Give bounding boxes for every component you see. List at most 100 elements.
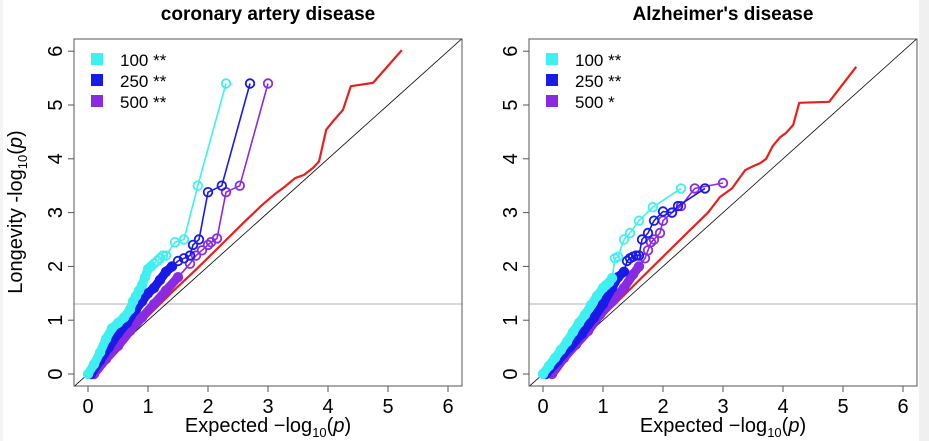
x-axis-label-subscript: 10: [767, 425, 781, 440]
series-500-point: [234, 180, 246, 191]
x-axis-label-open: (: [327, 415, 334, 437]
series-500-point: [262, 78, 274, 89]
y-tick-label: 5: [45, 99, 67, 110]
series-250-point: [642, 227, 654, 239]
legend-swatch-100: [91, 53, 103, 65]
y-axis-label-p: (: [5, 148, 27, 155]
series-250-point: [154, 274, 166, 286]
legend: 100 ** 250 ** 500 *: [546, 51, 622, 112]
series-100-point: [618, 234, 630, 245]
legend-label-250: 250 **: [575, 72, 622, 91]
x-axis-label-subscript: 10: [312, 425, 326, 440]
series-100-point: [106, 323, 118, 334]
series-500-point: [160, 285, 172, 296]
series-250-point: [202, 186, 214, 198]
x-tick-label: 2: [202, 396, 213, 418]
series-100-point: [145, 261, 157, 272]
y-axis-label-subscript: 10: [15, 155, 30, 169]
series-500-point: [633, 261, 645, 272]
x-tick-label: 0: [82, 396, 93, 418]
series-250-point: [618, 266, 630, 278]
series-250-point: [636, 234, 648, 245]
x-tick-label: 6: [442, 396, 453, 418]
right-scrollbar-strip: [919, 0, 929, 441]
x-axis-label-text: Expected −log: [185, 415, 312, 437]
series-250-point: [187, 239, 199, 251]
series-100-point: [597, 282, 609, 294]
x-axis-label-close: ): [344, 415, 351, 437]
series-100-point: [555, 344, 567, 356]
series-500-point: [675, 200, 687, 212]
y-tick-label: 3: [45, 207, 67, 218]
series-100-point: [573, 317, 585, 329]
y-axis-label: Longevity -log10(p): [5, 130, 30, 293]
series-250: [85, 78, 256, 380]
series-250-point: [172, 255, 184, 267]
series-500-point: [645, 236, 657, 248]
panel-coronary-artery-disease: coronary artery disease Longevity -log10…: [5, 4, 463, 440]
left-margin-strip: [0, 0, 3, 441]
series-100-point: [178, 234, 190, 245]
series-100-point: [561, 336, 573, 347]
series-250-point: [166, 261, 178, 272]
series-100-point: [591, 290, 603, 302]
series-500-point: [618, 282, 630, 294]
series-250-point: [648, 215, 660, 226]
x-axis-label-p-var: p: [332, 415, 344, 437]
panel-alzheimers-disease: Alzheimer's disease Expected −log10(p) 0…: [500, 4, 918, 440]
x-tick-label: 3: [717, 396, 728, 418]
series-500-point: [717, 177, 729, 189]
series-250-point: [597, 298, 609, 310]
legend-swatch-500: [546, 95, 558, 107]
series-100-point: [157, 250, 169, 261]
legend-label-500: 500 **: [120, 93, 167, 112]
x-tick-label: 4: [777, 396, 788, 418]
legend: 100 ** 250 ** 500 **: [91, 51, 167, 112]
series-100-point: [94, 347, 106, 358]
series-500-point: [648, 234, 660, 245]
y-tick-label: 1: [45, 315, 67, 326]
series-100-point: [142, 263, 154, 275]
y-axis-label-p-var: p: [5, 137, 27, 149]
series-100-point: [543, 360, 555, 372]
x-axis-label-close: ): [799, 415, 806, 437]
series-500-point: [190, 250, 202, 261]
series-500-point: [211, 233, 223, 244]
diagonal-reference-line: [74, 39, 462, 386]
x-axis-label-text: Expected −log: [640, 415, 767, 437]
x-axis-label: Expected −log10(p): [185, 415, 351, 440]
y-tick-label: 1: [500, 315, 522, 326]
series-250-point: [672, 200, 684, 212]
x-tick-label: 4: [322, 396, 333, 418]
series-100-point: [537, 368, 549, 380]
x-axis-label: Expected −log10(p): [640, 415, 806, 440]
x-tick-label: 0: [537, 396, 548, 418]
x-tick-label: 1: [597, 396, 608, 418]
x-tick-label: 5: [382, 396, 393, 418]
series-100-point: [130, 290, 142, 302]
series-100-point: [633, 215, 645, 226]
series-500-point: [172, 272, 184, 283]
x-tick-label: 6: [897, 396, 908, 418]
series-500-line: [93, 83, 269, 375]
chart-title: Alzheimer's disease: [633, 4, 814, 25]
legend-swatch-100: [546, 53, 558, 65]
x-axis-label-open: (: [782, 415, 789, 437]
legend-label-500: 500 *: [575, 93, 615, 112]
series-250-point: [178, 253, 190, 264]
series-100-point: [112, 317, 124, 329]
series-500-point: [148, 298, 160, 310]
series-100-point: [606, 273, 618, 284]
y-tick-label: 0: [500, 368, 522, 379]
series-250-point: [148, 282, 160, 294]
series-250-point: [699, 183, 711, 194]
y-tick-label: 0: [45, 368, 67, 379]
x-tick-label: 3: [262, 396, 273, 418]
series-250-point: [142, 288, 154, 299]
series-100-point: [151, 255, 163, 267]
series-100-point: [567, 326, 579, 338]
x-axis-label-p-var: p: [787, 415, 799, 437]
legend-label-100: 100 **: [120, 51, 167, 70]
series-500-point: [136, 312, 148, 323]
series-100-point: [127, 296, 139, 307]
